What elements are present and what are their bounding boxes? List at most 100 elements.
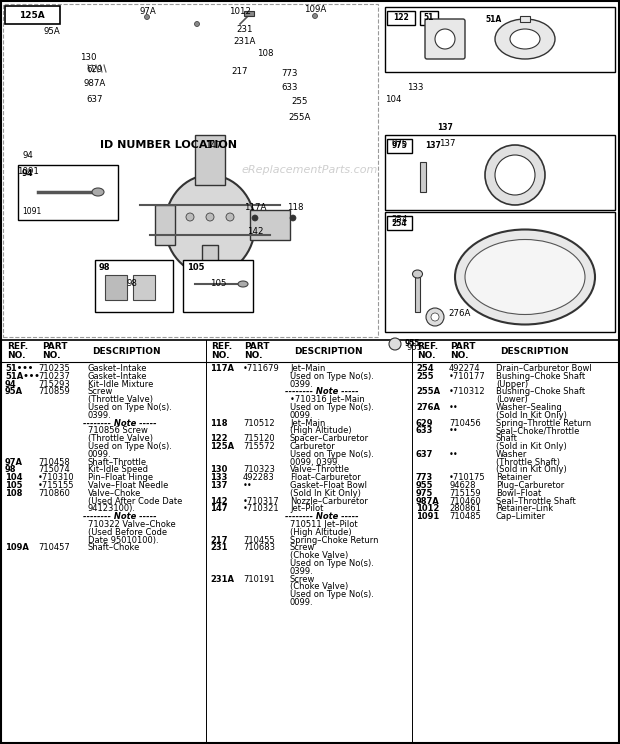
Text: (Throttle Shaft): (Throttle Shaft) (496, 458, 560, 466)
Text: 51A: 51A (485, 14, 501, 24)
Text: 255A: 255A (289, 112, 311, 121)
Text: Washer–Sealing: Washer–Sealing (496, 403, 563, 412)
Text: Used on Type No(s).: Used on Type No(s). (88, 403, 172, 412)
Text: Valve–Float Needle: Valve–Float Needle (88, 481, 169, 490)
Text: •710310: •710310 (38, 473, 74, 482)
Text: 51: 51 (424, 13, 434, 22)
Text: 109A: 109A (304, 5, 326, 14)
Text: •711679: •711679 (243, 364, 280, 373)
Text: 975: 975 (391, 141, 407, 150)
Text: 108: 108 (5, 489, 22, 498)
Text: 0399.: 0399. (88, 411, 112, 420)
Ellipse shape (465, 240, 585, 315)
Text: 710235: 710235 (38, 364, 69, 373)
Text: ••: •• (449, 450, 459, 459)
Text: 95A: 95A (43, 28, 60, 36)
Text: 710323: 710323 (243, 466, 275, 475)
Text: 0099, 0399.: 0099, 0399. (290, 458, 340, 466)
Text: PART
NO.: PART NO. (42, 341, 68, 360)
Text: Used on Type No(s).: Used on Type No(s). (290, 450, 374, 459)
Text: 1012: 1012 (229, 7, 251, 16)
Text: 255: 255 (416, 372, 433, 381)
Text: ••: •• (449, 403, 459, 412)
Text: 1012: 1012 (416, 504, 440, 513)
Text: 147: 147 (205, 141, 221, 150)
Text: Washer: Washer (496, 450, 528, 459)
Text: 231A: 231A (210, 574, 234, 583)
Text: REF.
NO.: REF. NO. (211, 341, 232, 360)
Text: -------- Note -----: -------- Note ----- (285, 388, 358, 397)
Text: 710860: 710860 (38, 489, 70, 498)
Bar (520, 16, 530, 22)
Text: 710512: 710512 (243, 419, 275, 428)
Bar (420, 162, 426, 192)
Text: Float–Carburetor: Float–Carburetor (290, 473, 361, 482)
Text: -------- Note -----: -------- Note ----- (285, 512, 358, 522)
Text: Used on Type No(s).: Used on Type No(s). (88, 442, 172, 451)
Text: 122: 122 (393, 13, 409, 22)
Text: Shaft–Throttle: Shaft–Throttle (88, 458, 147, 466)
Text: 51•••: 51••• (5, 364, 33, 373)
Text: Jet–Pilot: Jet–Pilot (290, 504, 324, 513)
Text: PART
NO.: PART NO. (450, 341, 476, 360)
Text: 0099.: 0099. (88, 450, 112, 459)
Text: 637: 637 (416, 450, 433, 459)
Text: (Lower): (Lower) (496, 395, 528, 404)
Text: Used on Type No(s).: Used on Type No(s). (290, 559, 374, 568)
Text: 276A: 276A (449, 310, 471, 318)
Text: 137: 137 (437, 123, 453, 132)
Ellipse shape (495, 19, 555, 59)
Bar (202, 245, 218, 275)
Text: 715293: 715293 (38, 379, 69, 388)
Ellipse shape (412, 270, 422, 278)
Ellipse shape (165, 175, 255, 275)
Text: 118: 118 (286, 204, 303, 213)
Text: 254: 254 (416, 364, 433, 373)
Text: ••: •• (243, 481, 253, 490)
Text: 710511 Jet–Pilot: 710511 Jet–Pilot (290, 520, 358, 529)
Text: 122: 122 (210, 434, 228, 443)
Text: 231: 231 (237, 25, 253, 34)
Text: 710683: 710683 (243, 543, 275, 552)
Circle shape (495, 155, 535, 195)
Text: (High Altitude): (High Altitude) (290, 426, 352, 435)
Text: (Sold In Kit Only): (Sold In Kit Only) (290, 489, 361, 498)
Text: 710322 Valve–Choke: 710322 Valve–Choke (88, 520, 175, 529)
Circle shape (144, 14, 149, 19)
Text: DESCRIPTION: DESCRIPTION (500, 347, 569, 356)
Text: 94: 94 (5, 379, 17, 388)
Text: 118: 118 (210, 419, 228, 428)
Text: (Upper): (Upper) (496, 379, 528, 388)
Text: 0399.: 0399. (290, 567, 314, 576)
Bar (244, 11, 254, 16)
Text: Jet–Main: Jet–Main (290, 419, 326, 428)
Text: Bushing–Choke Shaft: Bushing–Choke Shaft (496, 388, 585, 397)
Circle shape (485, 145, 545, 205)
Text: eReplacementParts.com: eReplacementParts.com (242, 165, 378, 175)
Text: Pin–Float Hinge: Pin–Float Hinge (88, 473, 153, 482)
Bar (387, 11, 415, 25)
Text: 94628: 94628 (449, 481, 476, 490)
Text: 1091: 1091 (416, 512, 439, 522)
Text: 94: 94 (22, 168, 33, 178)
Text: (Used Before Code: (Used Before Code (88, 527, 167, 537)
Text: (Sold in Kit Only): (Sold in Kit Only) (496, 442, 567, 451)
Bar (385, 135, 615, 210)
Circle shape (206, 213, 214, 221)
Circle shape (435, 29, 455, 49)
Text: (Sold In Kit Only): (Sold In Kit Only) (496, 411, 567, 420)
Text: ••: •• (449, 426, 459, 435)
Text: 710859: 710859 (38, 388, 69, 397)
Text: 98: 98 (126, 278, 138, 287)
Circle shape (186, 213, 194, 221)
Text: 637: 637 (87, 94, 104, 103)
Text: 710456: 710456 (449, 419, 480, 428)
Text: 142: 142 (210, 496, 228, 506)
Text: •710316 Jet–Main: •710316 Jet–Main (290, 395, 365, 404)
Text: •710321: •710321 (243, 504, 280, 513)
Text: •710317: •710317 (243, 496, 280, 506)
Text: Kit–Idle Speed: Kit–Idle Speed (88, 466, 148, 475)
Text: (High Altitude): (High Altitude) (290, 527, 352, 537)
Text: 633: 633 (416, 426, 433, 435)
Text: (Choke Valve): (Choke Valve) (290, 583, 348, 591)
